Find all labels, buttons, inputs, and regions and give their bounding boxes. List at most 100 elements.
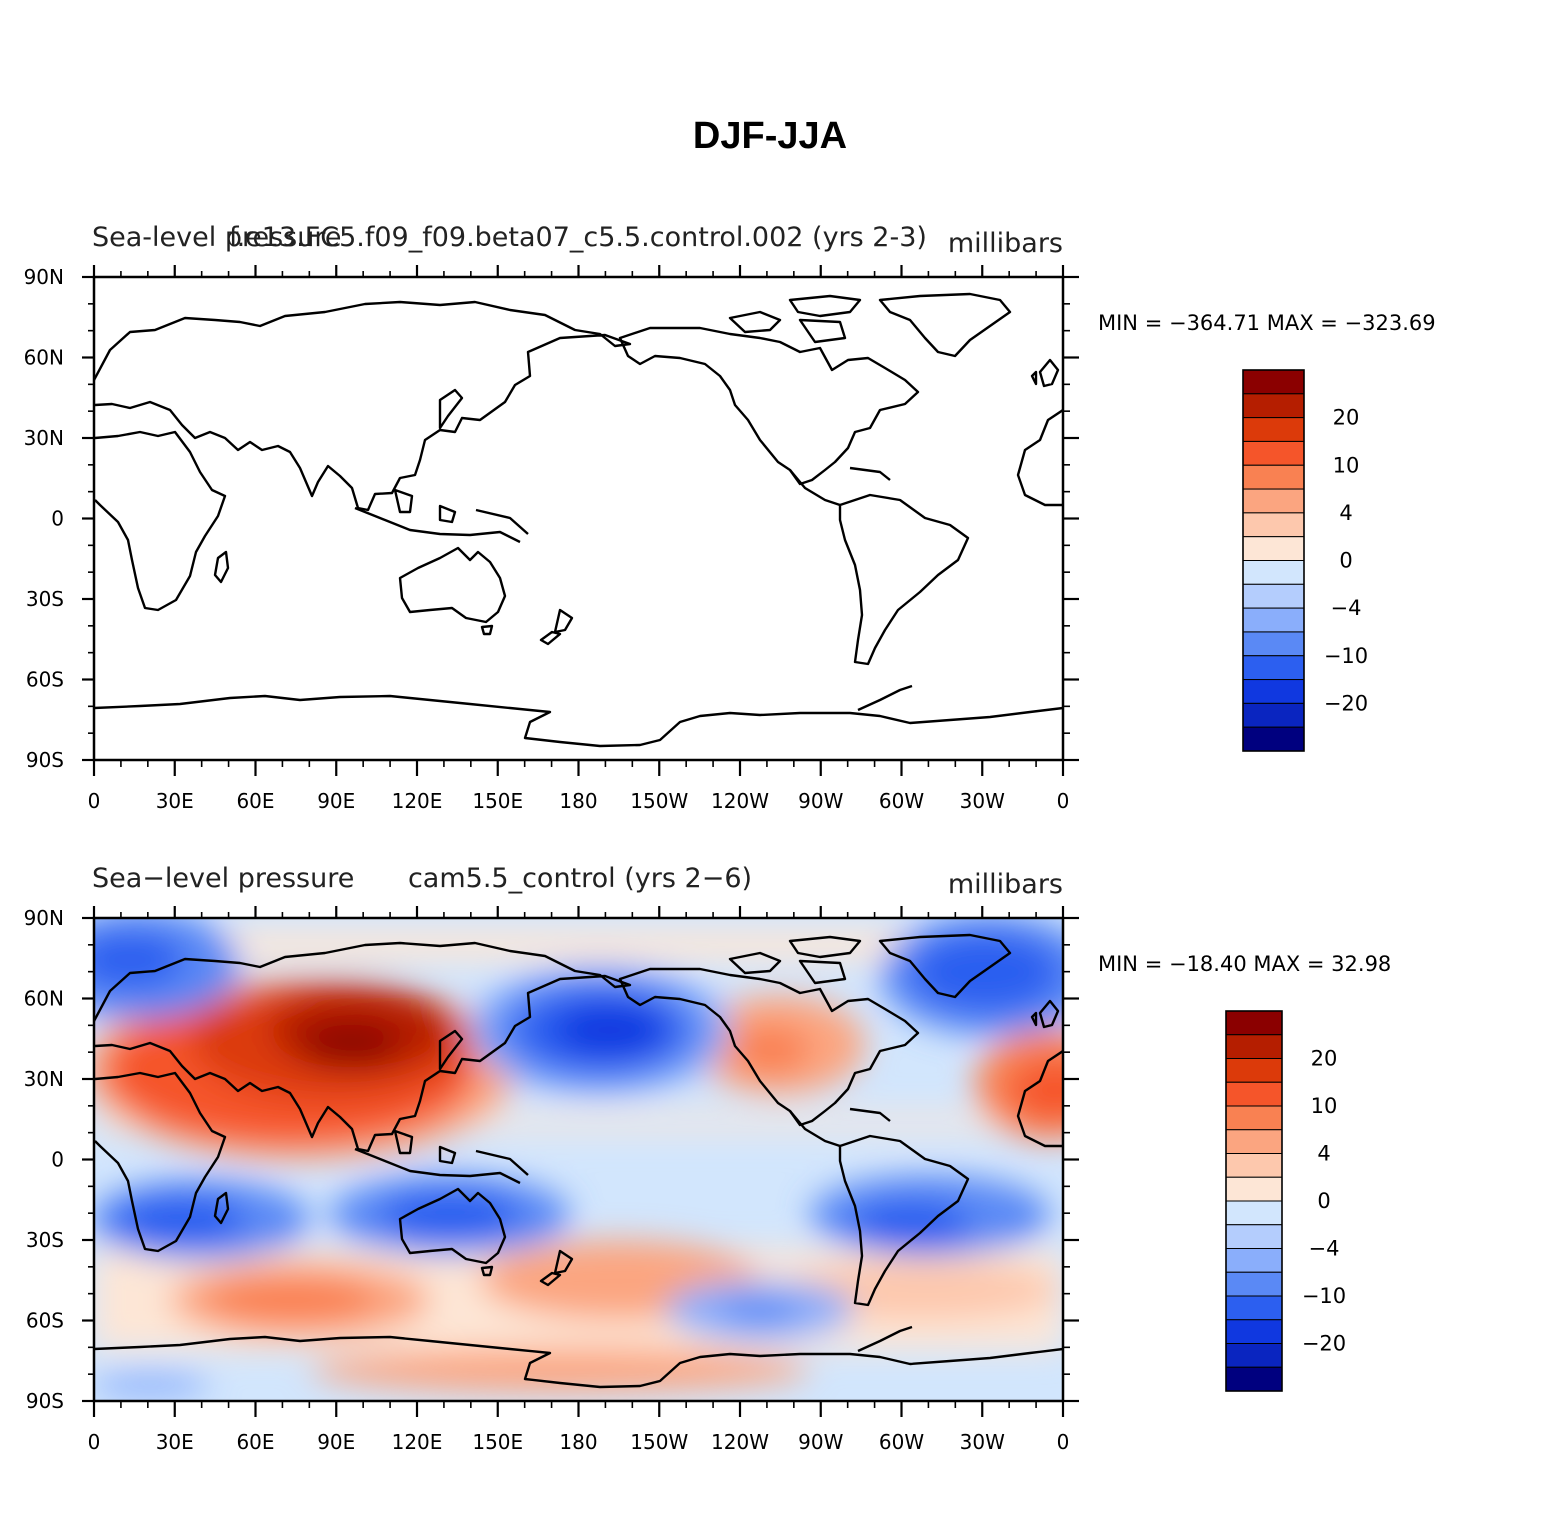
lon-label: 120W: [711, 1430, 769, 1454]
panel-bottom: Sea−level pressure cam5.5_control (yrs 2…: [24, 863, 1392, 1454]
panel-top-left-title: Sea-level pressure: [92, 222, 341, 253]
lon-label: 120E: [392, 789, 443, 813]
panel-bottom-minmax: MIN = −18.40 MAX = 32.98: [1098, 952, 1391, 976]
colorbar-swatch: [1242, 369, 1305, 395]
lat-label: 30S: [26, 587, 64, 611]
panel-bottom-left-title: Sea−level pressure: [92, 863, 354, 894]
axis-ticks-top: 90N 60N 30N 0 30S 60S 90S 0 30E 60E 90E 120E 150E 180…: [24, 265, 1079, 813]
lon-label: 120E: [392, 1430, 443, 1454]
colorbar-label: 20: [1311, 1047, 1338, 1071]
colorbar-swatch: [1225, 1105, 1283, 1131]
colorbar-swatch: [1242, 631, 1305, 657]
lon-label: 150W: [630, 1430, 688, 1454]
lon-label: 0: [1057, 1430, 1070, 1454]
lon-label: 90E: [317, 1430, 355, 1454]
colorbar-swatch: [1225, 1248, 1283, 1273]
lat-label: 60N: [24, 346, 64, 370]
colorbar-top: 20 10 4 0 −4 −10 −20: [1242, 369, 1368, 752]
lon-label: 0: [88, 789, 101, 813]
lat-label: 60S: [26, 1309, 64, 1333]
lon-label: 60W: [879, 1430, 924, 1454]
lon-label: 60W: [879, 789, 924, 813]
colorbar-label: −4: [1331, 596, 1362, 620]
lat-label: 90S: [26, 748, 64, 772]
colorbar-swatch: [1225, 1319, 1283, 1344]
axis-ticks-bottom: 90N 60N 30N 0 30S 60S 90S 0 30E 60E 90E 120E 150E 180…: [24, 906, 1079, 1454]
colorbar-swatch: [1225, 1200, 1283, 1226]
colorbar-swatch: [1242, 417, 1305, 442]
colorbar-bottom: 20 10 4 0 −4 −10 −20: [1225, 1010, 1346, 1392]
panel-top-units: millibars: [948, 228, 1063, 259]
colorbar-swatch: [1225, 1176, 1283, 1202]
lat-label: 30S: [26, 1228, 64, 1252]
colorbar-swatch: [1225, 1034, 1283, 1059]
lat-label: 0: [51, 1148, 64, 1172]
colorbar-swatch: [1242, 488, 1305, 514]
colorbar-swatch: [1242, 726, 1305, 752]
panel-bottom-units: millibars: [948, 869, 1063, 900]
lon-label: 0: [1057, 789, 1070, 813]
lat-label: 0: [51, 507, 64, 531]
colorbar-swatch: [1225, 1366, 1283, 1392]
lon-label: 150E: [472, 1430, 523, 1454]
colorbar-swatch: [1242, 440, 1305, 466]
colorbar-swatch: [1242, 393, 1305, 419]
colorbar-swatch: [1225, 1343, 1283, 1368]
lat-label: 90N: [24, 906, 64, 930]
lon-label: 30E: [156, 789, 194, 813]
colorbar-label: −4: [1309, 1237, 1340, 1261]
colorbar-label: 0: [1317, 1189, 1330, 1213]
colorbar-swatch: [1242, 607, 1305, 633]
colorbar-swatch: [1242, 702, 1305, 728]
lat-label: 60N: [24, 987, 64, 1011]
lat-label: 60S: [26, 668, 64, 692]
lon-label: 30W: [960, 1430, 1005, 1454]
pressure-field: [94, 918, 1063, 1397]
colorbar-frame: [1225, 1010, 1283, 1392]
colorbar-swatch: [1242, 512, 1305, 538]
panel-top: Sea-level pressure f.e13.FC5.f09_f09.bet…: [24, 222, 1436, 813]
lon-label: 150W: [630, 789, 688, 813]
colorbar-label: −10: [1324, 644, 1368, 668]
lon-label: 90W: [798, 789, 843, 813]
colorbar-swatch: [1242, 464, 1305, 490]
lat-label: 30N: [24, 1067, 64, 1091]
map-area-top: [94, 277, 1063, 760]
lon-label: 30W: [960, 789, 1005, 813]
colorbar-label: −10: [1302, 1284, 1346, 1308]
lon-label: 180: [559, 1430, 597, 1454]
map-area-bottom: [94, 918, 1063, 1401]
lat-label: 90N: [24, 265, 64, 289]
lon-label: 30E: [156, 1430, 194, 1454]
colorbar-label: 4: [1339, 501, 1352, 525]
colorbar-label: −20: [1302, 1332, 1346, 1356]
lon-label: 60E: [236, 789, 274, 813]
colorbar-swatch: [1242, 536, 1305, 561]
colorbar-swatch: [1225, 1081, 1283, 1107]
lon-label: 60E: [236, 1430, 274, 1454]
colorbar-label: 0: [1339, 549, 1352, 573]
colorbar-label: −20: [1324, 691, 1368, 715]
panel-top-center-title: f.e13.FC5.f09_f09.beta07_c5.5.control.00…: [229, 222, 927, 253]
colorbar-swatch: [1225, 1129, 1283, 1154]
lat-label: 90S: [26, 1389, 64, 1413]
panel-top-minmax: MIN = −364.71 MAX = −323.69: [1098, 311, 1436, 335]
colorbar-swatch: [1242, 560, 1305, 585]
colorbar-swatch: [1242, 583, 1305, 609]
lon-label: 90E: [317, 789, 355, 813]
colorbar-label: 4: [1317, 1142, 1330, 1166]
lon-label: 150E: [472, 789, 523, 813]
lon-label: 180: [559, 789, 597, 813]
colorbar-swatch: [1225, 1224, 1283, 1249]
lat-label: 30N: [24, 426, 64, 450]
colorbar-label: 10: [1333, 453, 1360, 477]
lon-label: 90W: [798, 1430, 843, 1454]
colorbar-swatch: [1242, 679, 1305, 704]
colorbar-swatch: [1225, 1295, 1283, 1321]
colorbar-frame: [1242, 369, 1305, 752]
lon-label: 0: [88, 1430, 101, 1454]
colorbar-swatch: [1225, 1271, 1283, 1297]
colorbar-swatch: [1242, 655, 1305, 681]
lon-label: 120W: [711, 789, 769, 813]
colorbar-swatch: [1225, 1010, 1283, 1036]
